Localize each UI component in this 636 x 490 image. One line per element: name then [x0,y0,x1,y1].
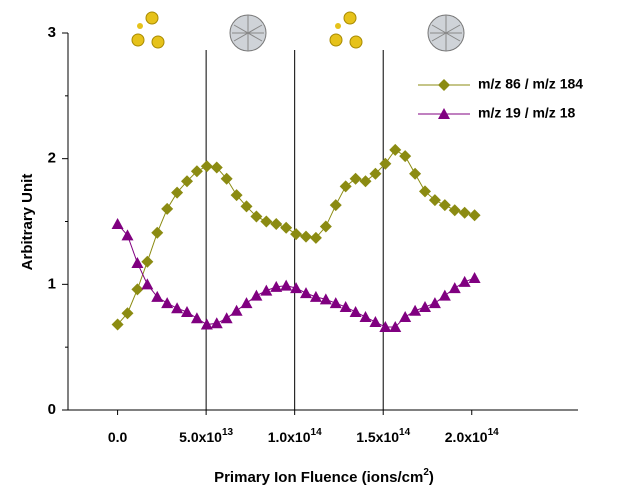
data-point [131,283,143,295]
y-tick-label: 3 [48,24,56,41]
fullerene-icon [230,15,266,51]
data-point [280,280,292,291]
y-tick-label: 0 [48,401,56,418]
x-tick-label: 0.0 [108,429,128,445]
data-point [340,301,352,312]
data-point [270,218,282,230]
data-point [161,203,173,215]
data-point [151,227,163,239]
legend-marker [438,79,450,91]
x-tick-label-exponent: 14 [488,427,500,438]
data-point [231,305,243,316]
data-point [429,297,441,308]
data-point [350,173,362,185]
data-point [112,218,124,229]
x-axis-title-text: Primary Ion Fluence (ions/cm [214,469,423,486]
sulfur-icon [330,12,362,48]
data-point [320,293,332,304]
data-point [310,291,322,302]
y-axis-title: Arbitrary Unit [19,174,36,271]
data-point [439,199,451,211]
data-point [459,276,471,287]
x-tick-label-base: 2.0x10 [445,429,488,445]
legend-label: m/z 19 / m/z 18 [478,105,575,121]
x-tick-label-exponent: 14 [399,427,411,438]
data-point [389,144,401,156]
data-point [439,290,451,301]
data-point [360,175,372,187]
data-point [241,297,253,308]
data-point [330,297,342,308]
x-tick-label: 1.0x1014 [268,427,322,445]
data-point [290,228,302,240]
data-point [260,216,272,228]
sulfur-icon [132,12,164,48]
data-point [300,231,312,243]
x-tick-label-base: 1.5x10 [356,429,399,445]
y-tick-label: 1 [48,275,56,292]
data-point [181,306,193,317]
data-point [469,272,481,283]
data-point [449,204,461,216]
data-point [409,168,421,180]
x-tick-label-base: 1.0x10 [268,429,311,445]
data-point [191,312,203,323]
data-point [131,257,143,268]
y-tick-label: 2 [48,150,56,167]
data-point [399,311,411,322]
x-tick-label: 1.5x1014 [356,427,410,445]
x-axis-title-suffix: ) [429,469,434,486]
data-point [419,301,431,312]
data-point [290,282,302,293]
data-point [330,199,342,211]
data-point [340,180,352,192]
x-tick-label-base: 0.0 [108,429,128,445]
data-point [151,291,163,302]
data-point [201,160,213,172]
x-tick-label-exponent: 14 [311,427,323,438]
fullerene-icon [428,15,464,51]
x-tick-label: 5.0x1013 [179,427,233,445]
x-tick-label-base: 5.0x10 [179,429,222,445]
legend-label: m/z 86 / m/z 184 [478,76,583,92]
data-point [399,150,411,162]
data-point [141,256,153,268]
x-axis-title: Primary Ion Fluence (ions/cm2) [214,467,434,486]
data-point [161,297,173,308]
data-point [469,209,481,221]
data-point [141,278,153,289]
data-point [280,222,292,234]
x-tick-label: 2.0x1014 [445,427,499,445]
data-point [409,305,421,316]
data-point [260,285,272,296]
data-point [221,312,233,323]
data-point [459,207,471,219]
data-point [449,282,461,293]
chart: Arbitrary Unit Primary Ion Fluence (ions… [0,0,636,490]
x-tick-label-exponent: 13 [222,427,234,438]
